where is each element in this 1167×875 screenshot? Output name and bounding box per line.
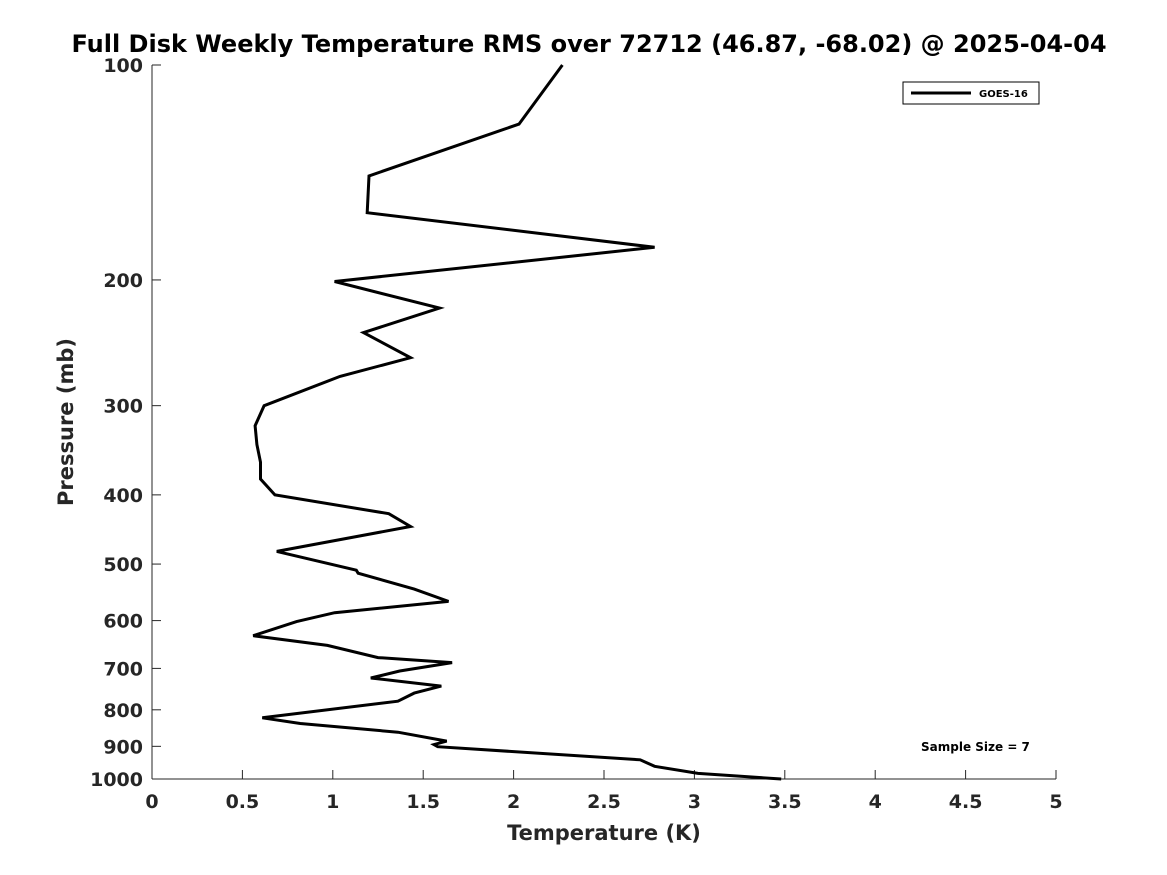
y-tick-label: 800 [103, 700, 143, 722]
x-tick-label: 2.5 [587, 791, 621, 813]
legend-label-goes-16: GOES-16 [979, 89, 1028, 100]
y-tick-label: 100 [103, 55, 143, 77]
y-tick-label: 400 [103, 485, 143, 507]
axes: 0 0.5 1 1.5 2 2.5 3 3.5 4 4.5 5 100 200 300 400 500 600 7… [90, 55, 1063, 813]
y-tick-label: 900 [103, 736, 143, 758]
series-line-goes-16 [252, 64, 782, 781]
y-tick-label: 600 [103, 611, 143, 633]
x-axis-label: Temperature (K) [507, 821, 701, 845]
plot-area [252, 64, 782, 781]
y-tick-label: 1000 [90, 769, 143, 791]
y-tick-label: 700 [103, 658, 143, 680]
x-tick-label: 1 [326, 791, 339, 813]
x-tick-label: 3 [688, 791, 701, 813]
y-tick-label: 200 [103, 270, 143, 292]
x-tick-label: 1.5 [406, 791, 440, 813]
legend: GOES-16 [902, 81, 1040, 105]
sample-size-annotation: Sample Size = 7 [921, 740, 1030, 754]
y-tick-label: 500 [103, 554, 143, 576]
x-tick-label: 4 [869, 791, 882, 813]
y-axis-label: Pressure (mb) [54, 338, 78, 506]
x-tick-label: 4.5 [949, 791, 983, 813]
x-tick-label: 0 [145, 791, 158, 813]
x-tick-label: 5 [1049, 791, 1062, 813]
x-tick-label: 3.5 [768, 791, 802, 813]
chart-title: Full Disk Weekly Temperature RMS over 72… [71, 30, 1106, 58]
x-tick-label: 2 [507, 791, 520, 813]
y-tick-label: 300 [103, 396, 143, 418]
x-tick-label: 0.5 [226, 791, 260, 813]
